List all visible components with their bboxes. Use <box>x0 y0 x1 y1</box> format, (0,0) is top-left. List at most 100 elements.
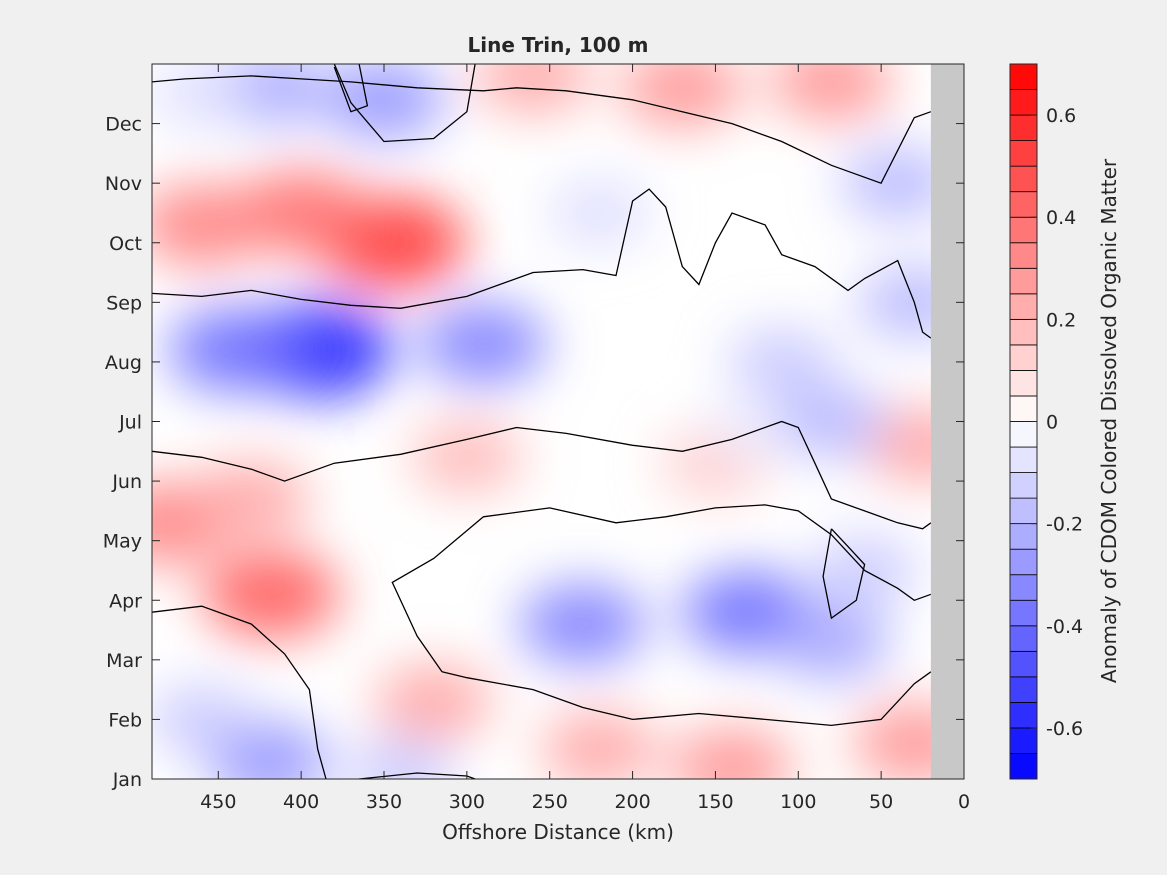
colorbar-step-11 <box>1009 472 1038 499</box>
zero-contour-1 <box>152 188 932 339</box>
x-axis-ticks: 450 400 350 300 250 200 150 100 50 0 <box>200 64 970 813</box>
colorbar-tick-label-3: 0 <box>1046 412 1058 434</box>
zero-contour-8 <box>359 772 476 779</box>
x-tick-label-1: 400 <box>283 791 319 813</box>
colorbar-step-8 <box>1009 548 1038 576</box>
colorbar: -0.6 -0.4 -0.2 0 0.2 0.4 0.6 Anomaly of CDOM C… <box>1009 63 1121 780</box>
x-tick-label-7: 100 <box>780 791 816 813</box>
anomaly-blob-26 <box>728 327 836 397</box>
colorbar-steps <box>1009 63 1038 780</box>
chart-title: Line Trin, 100 m <box>468 33 649 57</box>
x-tick-label-8: 50 <box>869 791 893 813</box>
colorbar-step-7 <box>1009 574 1038 601</box>
anomaly-blob-12 <box>375 664 493 740</box>
y-tick-label-3: Apr <box>109 590 142 612</box>
anomaly-blob-31 <box>347 738 455 779</box>
zero-contour-3 <box>152 605 327 779</box>
x-tick-label-6: 150 <box>697 791 733 813</box>
zero-contour-5 <box>441 671 932 727</box>
anomaly-blob-33 <box>775 385 888 458</box>
anomaly-blob-6 <box>519 583 647 665</box>
colorbar-step-20 <box>1009 242 1038 269</box>
colorbar-step-24 <box>1009 140 1038 167</box>
x-tick-label-9: 0 <box>958 791 970 813</box>
anomaly-blob-5 <box>152 184 266 266</box>
anomaly-blobs <box>152 64 964 779</box>
zero-contours <box>152 64 932 779</box>
y-tick-label-2: Mar <box>106 650 142 672</box>
zero-contour-6 <box>333 64 476 143</box>
colorbar-step-17 <box>1009 318 1038 346</box>
y-axis-ticks: Jan Feb Mar Apr May Jun Jul Aug Sep Oct Nov Dec <box>103 114 964 791</box>
anomaly-blob-19 <box>323 64 445 139</box>
colorbar-step-26 <box>1009 89 1038 116</box>
y-tick-label-6: Jul <box>118 412 142 434</box>
anomaly-blob-17 <box>621 64 744 127</box>
zero-contour-0 <box>152 75 932 185</box>
colorbar-step-12 <box>1009 446 1038 473</box>
zero-contour-4 <box>391 504 932 673</box>
colorbar-step-1 <box>1009 727 1038 754</box>
x-tick-label-4: 250 <box>532 791 568 813</box>
colorbar-step-27 <box>1009 63 1038 90</box>
anomaly-blob-4 <box>235 170 368 255</box>
y-tick-label-11: Dec <box>105 114 142 136</box>
colorbar-step-18 <box>1009 293 1038 320</box>
anomaly-blob-1 <box>419 303 547 385</box>
y-tick-label-8: Sep <box>106 292 142 314</box>
colorbar-step-10 <box>1009 497 1038 525</box>
anomaly-blob-18 <box>770 64 893 121</box>
colorbar-step-16 <box>1009 344 1038 371</box>
zero-contour-9 <box>822 528 866 620</box>
anomaly-blob-11 <box>192 461 310 537</box>
anomaly-blob-32 <box>700 395 798 459</box>
y-tick-label-0: Jan <box>112 769 142 791</box>
colorbar-step-14 <box>1009 395 1038 422</box>
colorbar-step-21 <box>1009 216 1038 244</box>
colorbar-step-5 <box>1009 625 1038 652</box>
anomaly-blob-27 <box>841 147 954 220</box>
x-tick-label-3: 300 <box>449 791 485 813</box>
y-tick-label-10: Nov <box>105 173 142 195</box>
anomaly-blob-34 <box>548 179 651 246</box>
colorbar-step-19 <box>1009 267 1038 295</box>
colorbar-step-4 <box>1009 650 1038 678</box>
colorbar-tick-label-6: 0.6 <box>1046 105 1076 127</box>
colorbar-tick-label-4: 0.2 <box>1046 309 1076 331</box>
colorbar-step-22 <box>1009 191 1038 218</box>
colorbar-step-13 <box>1009 421 1038 448</box>
plot-area: 450 400 350 300 250 200 150 100 50 0 Jan Feb Mar Apr… <box>103 63 970 813</box>
colorbar-tick-label-5: 0.4 <box>1046 207 1076 229</box>
y-tick-label-7: Aug <box>105 352 142 374</box>
colorbar-tick-label-1: -0.4 <box>1046 616 1083 638</box>
x-tick-label-2: 350 <box>366 791 402 813</box>
colorbar-step-15 <box>1009 370 1038 397</box>
x-axis-label: Offshore Distance (km) <box>442 820 674 844</box>
colorbar-ticks: -0.6 -0.4 -0.2 0 0.2 0.4 0.6 <box>1031 105 1083 740</box>
anomaly-blob-30 <box>152 684 256 754</box>
colorbar-tick-label-2: -0.2 <box>1046 514 1083 536</box>
x-tick-label-5: 200 <box>614 791 650 813</box>
colorbar-step-9 <box>1009 523 1038 550</box>
colorbar-step-0 <box>1009 753 1038 780</box>
anomaly-blob-8 <box>772 604 890 680</box>
y-tick-label-4: May <box>103 531 142 553</box>
y-tick-label-9: Oct <box>109 233 142 255</box>
y-tick-label-5: Jun <box>111 471 142 493</box>
y-tick-label-1: Feb <box>108 709 142 731</box>
colorbar-step-6 <box>1009 599 1038 627</box>
colorbar-step-3 <box>1009 676 1038 703</box>
anomaly-blob-14 <box>671 728 793 779</box>
colorbar-step-2 <box>1009 701 1038 729</box>
anomaly-blob-9 <box>202 550 340 638</box>
zero-contour-2 <box>152 420 932 530</box>
colorbar-label: Anomaly of CDOM Colored Dissolved Organi… <box>1097 158 1121 683</box>
colorbar-step-23 <box>1009 165 1038 193</box>
anomaly-blob-21 <box>152 64 253 127</box>
anomaly-blob-13 <box>540 711 658 779</box>
anomaly-blob-2 <box>168 308 301 392</box>
colorbar-step-25 <box>1009 114 1038 142</box>
colorbar-tick-label-0: -0.6 <box>1046 718 1083 740</box>
zero-contour-7 <box>333 64 369 113</box>
